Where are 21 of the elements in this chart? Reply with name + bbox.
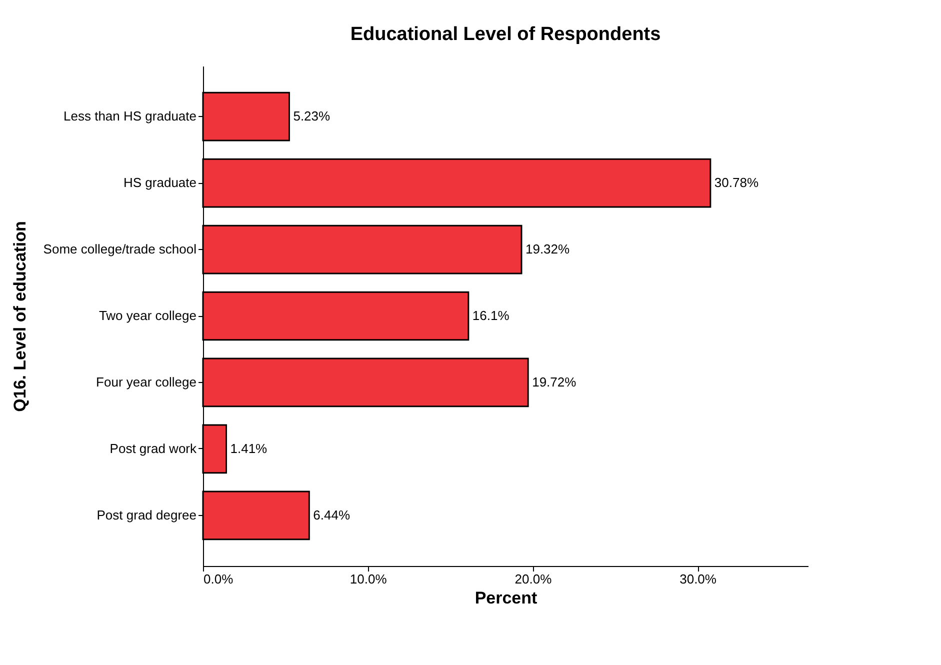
y-axis-title: Q16. Level of education (10, 221, 30, 412)
y-tick-label: Two year college (98, 308, 196, 323)
chart-title: Educational Level of Respondents (350, 24, 661, 45)
data-label: 30.78% (714, 175, 759, 190)
x-tick-label: 10.0% (350, 572, 388, 586)
x-tick-label: 20.0% (514, 572, 552, 586)
x-tick-label: 30.0% (680, 572, 717, 586)
y-tick-label: Post grad work (110, 440, 197, 456)
data-label: 19.32% (525, 242, 570, 257)
data-label: 16.1% (472, 308, 510, 323)
y-tick-label: Some college/trade school (43, 242, 197, 257)
data-label: 1.41% (230, 440, 268, 456)
y-tick-label: Four year college (96, 374, 196, 390)
y-tick-label: HS graduate (124, 175, 196, 190)
data-label: 19.72% (532, 374, 577, 390)
x-axis-title: Percent (474, 588, 538, 608)
data-label: 6.44% (313, 507, 350, 522)
y-tick-label: Post grad degree (96, 507, 196, 522)
y-tick-label: Less than HS graduate (64, 108, 196, 124)
x-tick-label: 0.0% (204, 572, 234, 586)
data-label: 5.23% (293, 108, 331, 124)
